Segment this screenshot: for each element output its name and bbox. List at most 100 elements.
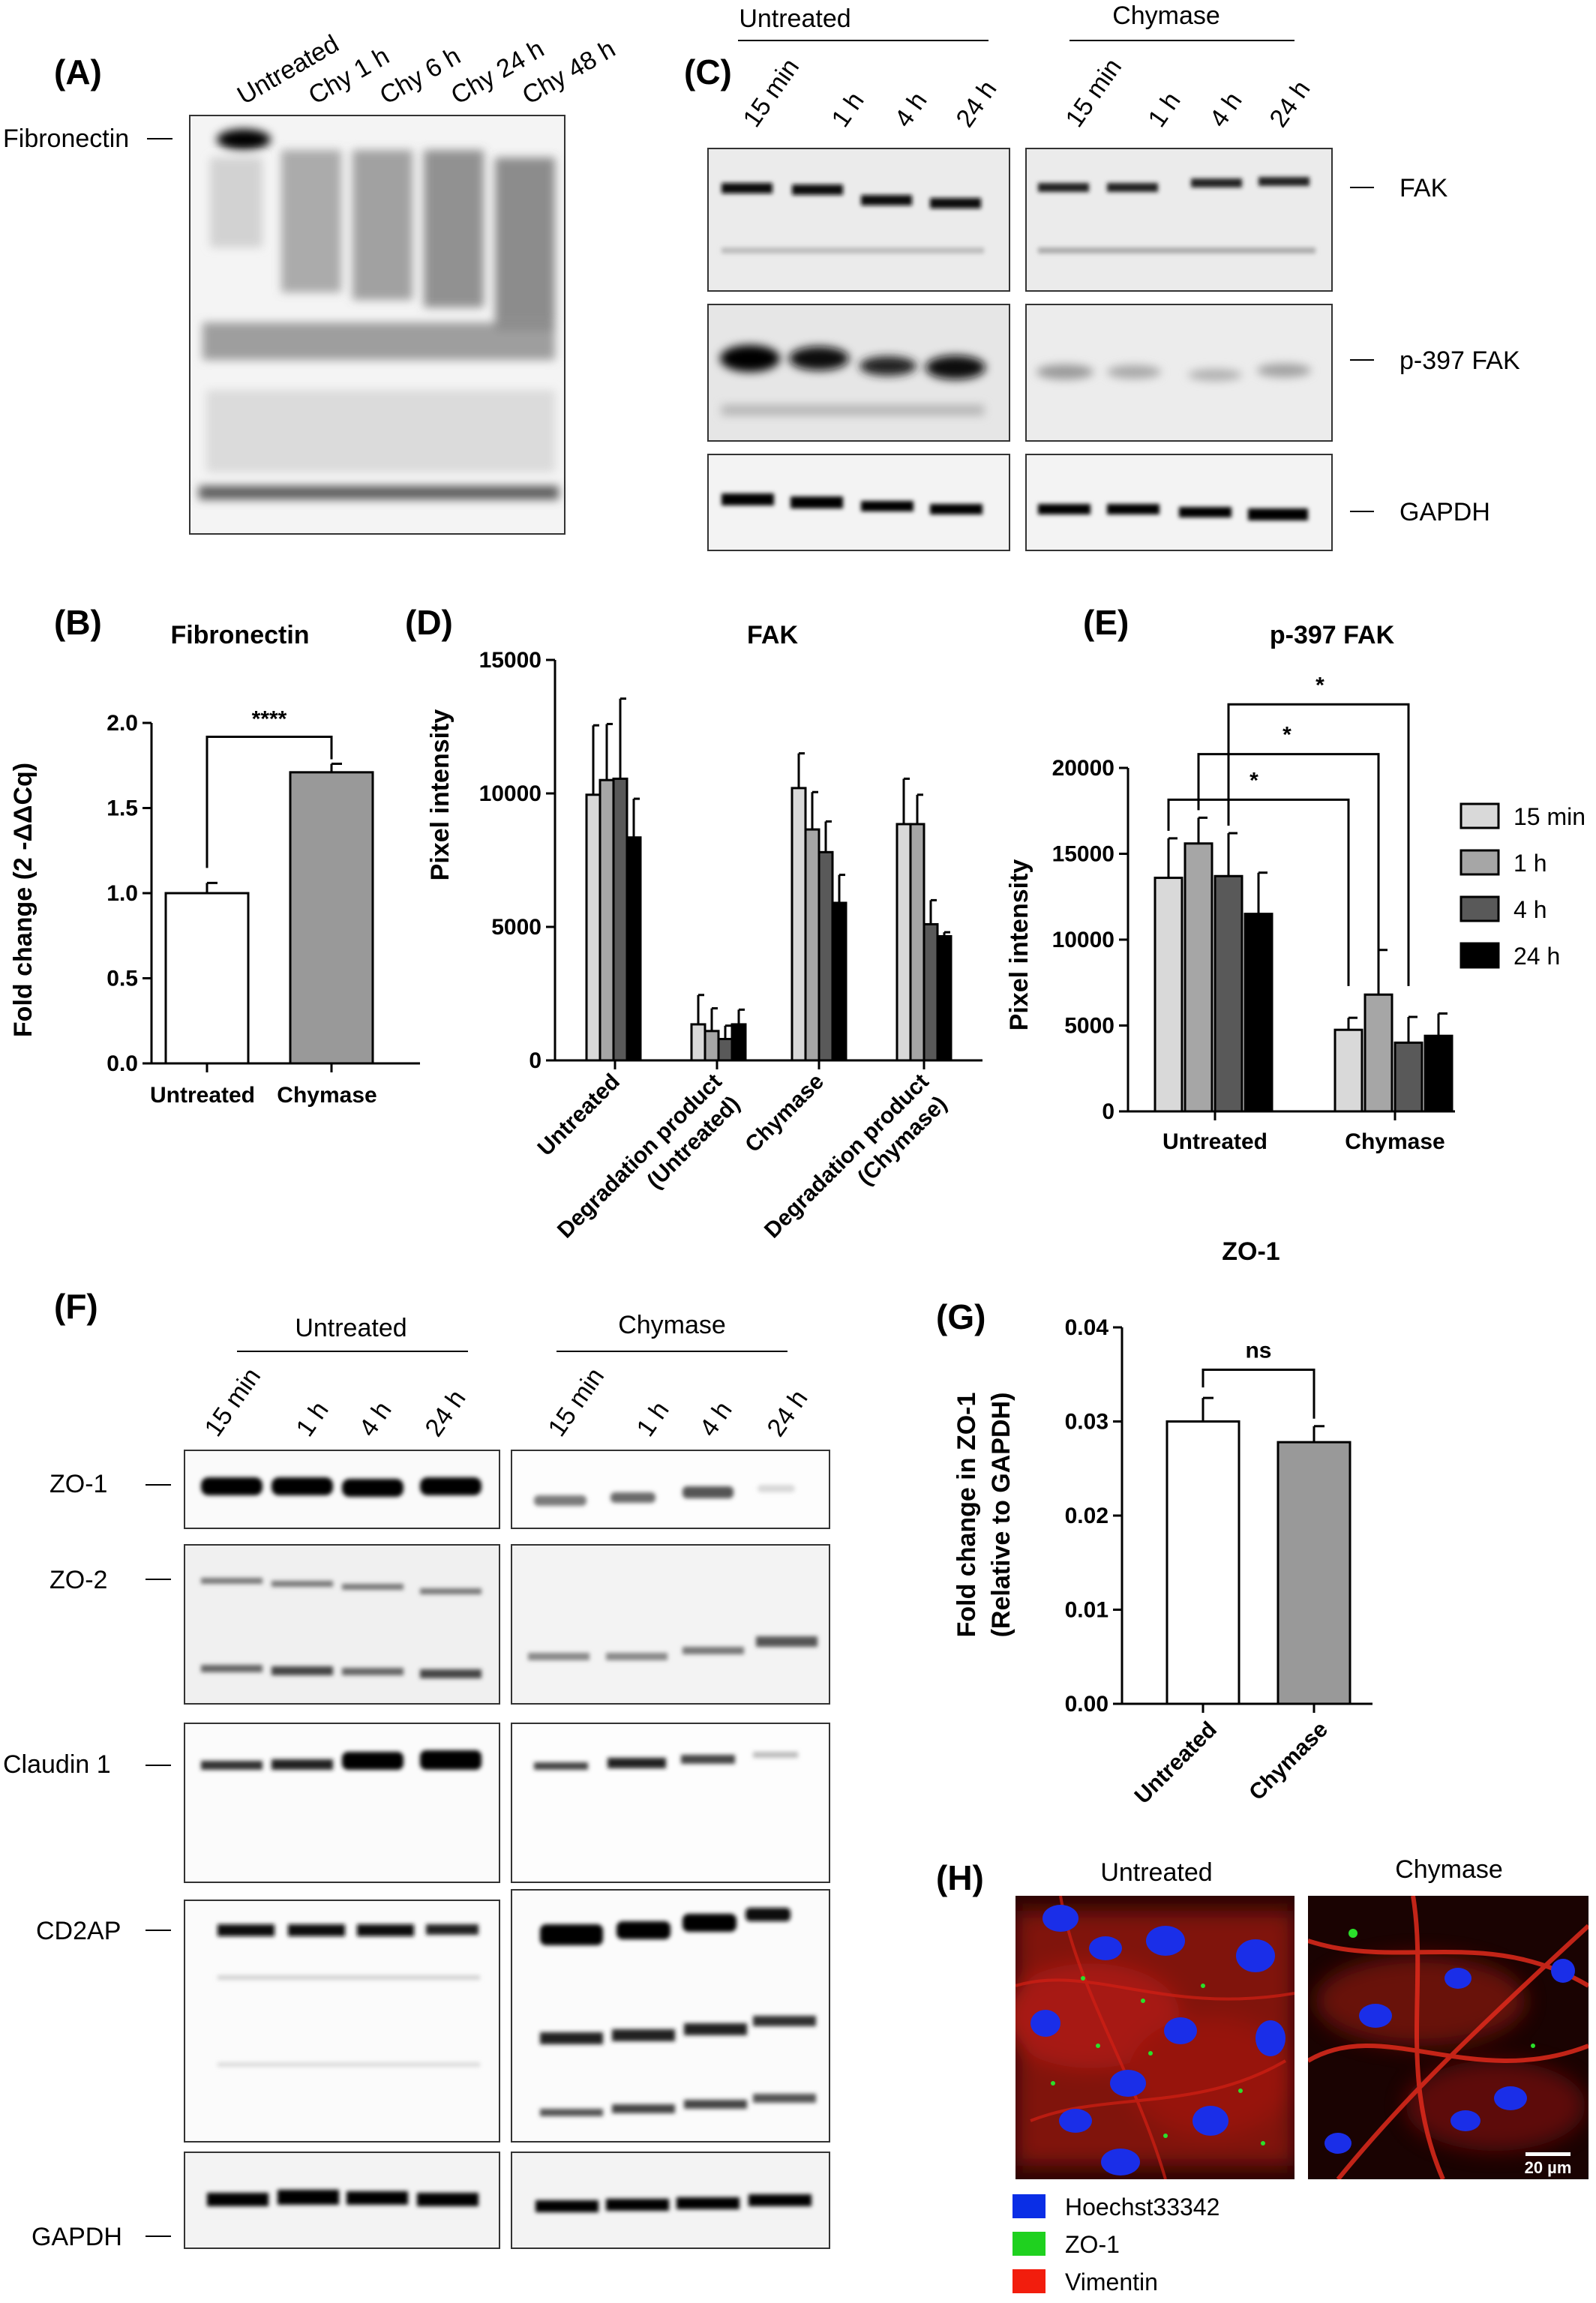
legend-swatch-vimentin <box>1012 2269 1046 2293</box>
group-label: Chymase <box>618 1311 726 1339</box>
protein-label: GAPDH <box>1400 498 1490 526</box>
bar <box>717 1038 734 1062</box>
significance-label: * <box>1250 768 1258 793</box>
group-label: Untreated <box>295 1314 406 1342</box>
legend-label: Vimentin <box>1065 2269 1158 2296</box>
image-title: Chymase <box>1395 1855 1503 1884</box>
bar <box>1276 1441 1352 1705</box>
y-tick-label: 0.00 <box>1065 1692 1108 1717</box>
blot-bands <box>201 1578 818 1678</box>
significance-label: **** <box>252 706 287 731</box>
y-tick-label: 15000 <box>479 648 542 673</box>
significance-bracket <box>1197 753 1380 986</box>
panel-label-a: (A) <box>54 52 102 91</box>
timepoint-label: 15 min <box>542 1363 610 1441</box>
bar <box>936 934 952 1062</box>
legend-swatch <box>1460 849 1500 876</box>
chart-d-fak: 0 5000 10000 15000 FAK Pixel intensity Untreat… <box>426 621 982 1243</box>
chart-title: p-397 FAK <box>1270 621 1395 649</box>
timepoint-label: 1 h <box>1142 87 1186 133</box>
protein-label: FAK <box>1400 174 1448 202</box>
legend-label: 15 min <box>1514 803 1586 830</box>
micrograph-chymase: 20 µm <box>1308 1896 1588 2179</box>
blot-bands <box>722 493 1308 520</box>
bar <box>289 771 374 1065</box>
legend-swatch <box>1460 802 1500 829</box>
bar <box>896 823 912 1062</box>
blot-membrane <box>184 1723 500 1883</box>
y-tick-label: 2.0 <box>106 711 138 736</box>
timepoint-label: 1 h <box>631 1396 674 1442</box>
timepoint-label: 24 h <box>419 1385 471 1442</box>
bar <box>804 828 820 1062</box>
y-tick-label: 0.03 <box>1065 1410 1108 1435</box>
significance-bracket <box>1227 703 1410 986</box>
x-tick-label: Untreated <box>1162 1129 1268 1154</box>
protein-label: ZO-2 <box>50 1566 107 1594</box>
y-axis-label: (Relative to GAPDH) <box>987 1393 1016 1638</box>
image-title: Untreated <box>1100 1858 1212 1887</box>
x-tick-label: Chymase <box>1345 1129 1444 1154</box>
significance-label: * <box>1316 673 1324 697</box>
scale-bar-label: 20 µm <box>1525 2158 1572 2177</box>
protein-label: CD2AP <box>36 1917 121 1945</box>
chart-title: ZO-1 <box>1222 1237 1280 1266</box>
bar <box>831 901 848 1062</box>
y-tick-label: 0 <box>1102 1099 1114 1124</box>
x-tick-label: Chymase <box>740 1069 829 1158</box>
lane-label: Chy 6 h <box>375 41 465 110</box>
chart-g-zo1: 0.00 0.01 0.02 0.03 0.04 ZO-1 Fold change in Z… <box>952 1237 1372 1809</box>
significance-bracket <box>1167 798 1350 986</box>
bar <box>1154 877 1184 1113</box>
panel-label-h: (H) <box>936 1858 984 1897</box>
significance-label: ns <box>1245 1338 1271 1363</box>
timepoint-label: 4 h <box>1204 87 1247 133</box>
blot-bands <box>218 1908 816 2116</box>
y-tick-label: 0.02 <box>1065 1504 1108 1528</box>
y-tick-label: 10000 <box>1052 928 1114 952</box>
blot-membrane <box>707 148 1010 292</box>
group-label: Untreated <box>739 4 850 33</box>
bar <box>790 787 807 1062</box>
bar <box>598 778 615 1062</box>
chart-title: FAK <box>747 621 798 649</box>
y-tick-label: 15000 <box>1052 842 1114 867</box>
bar <box>164 892 250 1065</box>
chart-title: Fibronectin <box>170 621 309 649</box>
bar <box>1364 993 1394 1113</box>
bar <box>1394 1041 1424 1113</box>
blot-membrane <box>511 1544 830 1705</box>
protein-label: Claudin 1 <box>3 1750 111 1779</box>
blot-f: Untreated Chymase 15 min 1 h 4 h 24 h 15… <box>3 1311 830 2251</box>
significance-bracket <box>206 735 333 868</box>
legend-swatch-zo1 <box>1012 2232 1046 2256</box>
timepoint-label: 1 h <box>826 87 869 133</box>
legend-label: 4 h <box>1514 896 1546 923</box>
blot-membrane <box>184 1544 500 1705</box>
bar <box>922 922 939 1062</box>
group-label: Chymase <box>1112 1 1220 30</box>
panel-label-e: (E) <box>1083 603 1129 642</box>
blot-bands <box>722 177 1316 253</box>
x-tick-label: Chymase <box>277 1083 376 1108</box>
x-tick-label: Chymase <box>1244 1717 1333 1806</box>
timepoint-label: 15 min <box>1060 53 1127 132</box>
protein-label: GAPDH <box>32 2223 122 2251</box>
legend-label: 24 h <box>1514 943 1560 970</box>
chart-e-p397-fak: 0 5000 10000 15000 20000 p-397 FAK Pixel inten… <box>1005 621 1586 1154</box>
bar <box>1166 1420 1240 1705</box>
bar <box>1424 1034 1454 1113</box>
legend-label: 1 h <box>1514 850 1546 877</box>
timepoint-label: 15 min <box>199 1363 266 1441</box>
legend-swatch <box>1460 895 1500 922</box>
blot-bands <box>201 1750 798 1770</box>
bar <box>704 1030 720 1062</box>
timepoint-label: 24 h <box>1264 76 1316 133</box>
timepoint-label: 24 h <box>950 76 1002 133</box>
timepoint-label: 1 h <box>290 1396 334 1442</box>
y-tick-label: 0.5 <box>106 967 138 991</box>
y-tick-label: 10000 <box>479 781 542 806</box>
blot-bands <box>199 129 559 499</box>
y-axis-label: Fold change (2 -ΔΔCq) <box>9 763 38 1037</box>
significance-label: * <box>1282 723 1292 748</box>
